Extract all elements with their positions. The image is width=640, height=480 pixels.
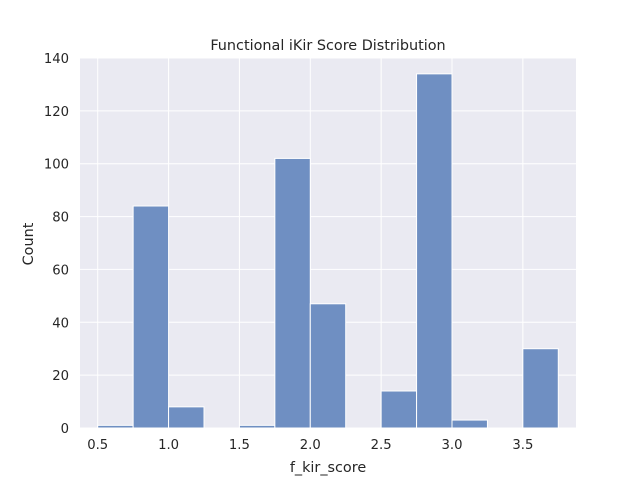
x-tick-labels: 0.5 1.0 1.5 2.0 2.5 3.0 3.5 [87, 438, 533, 453]
y-tick-labels: 0 20 40 60 80 100 120 140 [44, 52, 69, 437]
histogram-bar-10 [451, 419, 488, 429]
histogram-bar-9 [416, 73, 453, 429]
x-tick-label: 3.5 [512, 438, 533, 453]
x-tick-label: 2.0 [300, 438, 321, 453]
histogram-bar-4 [238, 424, 276, 429]
y-tick-label: 60 [52, 263, 69, 278]
histogram-bar-5 [274, 157, 311, 429]
histogram-bar-0 [97, 424, 134, 429]
histogram-bar-1 [132, 205, 170, 429]
x-axis-label: f_kir_score [290, 460, 367, 476]
y-axis-label: Count [21, 222, 37, 265]
chart-title: Functional iKir Score Distribution [210, 38, 445, 54]
x-tick-label: 1.5 [229, 438, 250, 453]
y-tick-label: 0 [61, 422, 69, 437]
y-tick-label: 40 [52, 316, 69, 331]
y-tick-label: 80 [52, 211, 69, 226]
y-tick-label: 120 [44, 105, 69, 120]
y-tick-label: 100 [44, 158, 69, 173]
x-tick-label: 1.0 [158, 438, 179, 453]
x-tick-label: 3.0 [442, 438, 463, 453]
bars [97, 73, 559, 429]
histogram-bar-2 [168, 406, 205, 429]
x-tick-label: 2.5 [371, 438, 392, 453]
histogram-bar-8 [380, 390, 418, 429]
y-tick-label: 20 [52, 369, 69, 384]
histogram-bar-6 [309, 303, 347, 429]
histogram-bar-12 [522, 348, 559, 429]
y-tick-label: 140 [44, 52, 69, 67]
x-tick-label: 0.5 [87, 438, 108, 453]
